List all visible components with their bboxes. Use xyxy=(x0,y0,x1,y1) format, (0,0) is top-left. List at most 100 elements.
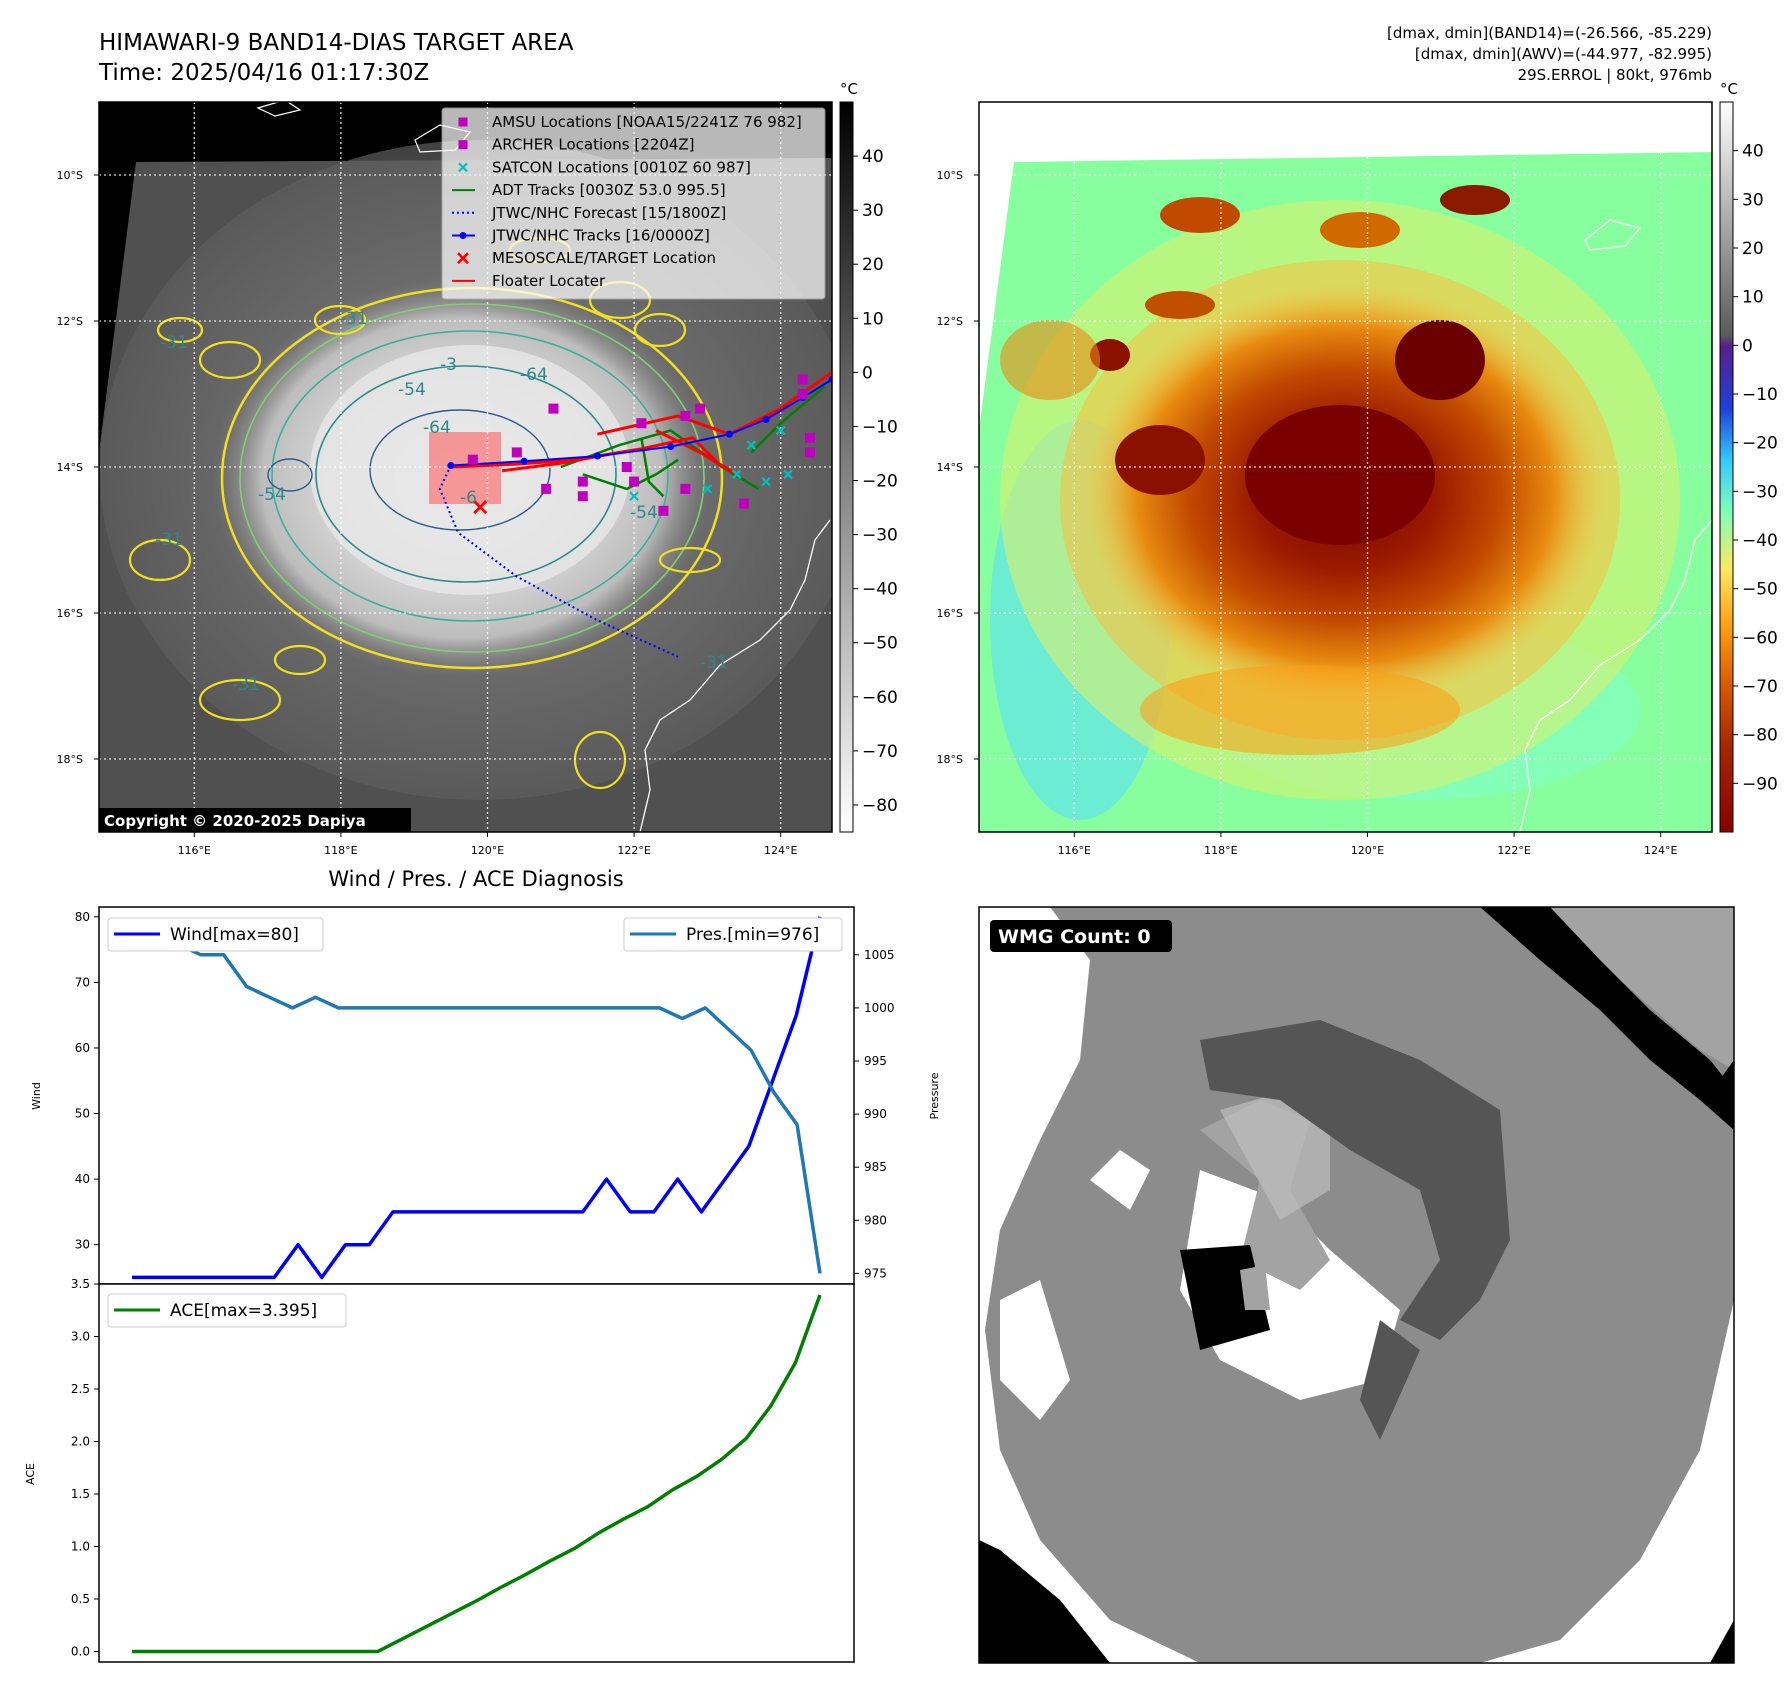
jtwc-track-point xyxy=(828,375,832,383)
colorbar-tick-label: −50 xyxy=(862,634,898,654)
wind-pressure-axes xyxy=(98,906,855,1285)
colorbar-tick-label: −90 xyxy=(1742,774,1778,794)
colorbar-tick-label: −80 xyxy=(862,796,898,816)
satcon-location-marker xyxy=(746,440,757,450)
pressure-legend: Pres.[min=976] xyxy=(623,917,843,952)
amsu-location-marker xyxy=(680,410,691,421)
wind-tick-label: 70 xyxy=(75,975,90,989)
wind-tick-label: 40 xyxy=(75,1172,90,1186)
amsu-location-marker xyxy=(805,447,816,458)
amsu-location-marker xyxy=(636,418,647,429)
lat-tick-label: 18°S xyxy=(937,753,963,766)
lon-tick-label: 124°E xyxy=(1644,844,1677,857)
ace-tick-label: 0.0 xyxy=(71,1645,90,1659)
colorbar-tick-label: −20 xyxy=(862,472,898,492)
ace-tick-label: 3.0 xyxy=(71,1330,90,1344)
figure-title: HIMAWARI-9 BAND14-DIAS TARGET AREA xyxy=(99,30,574,56)
amsu-location-marker xyxy=(695,403,706,414)
amsu-location-marker xyxy=(797,374,808,385)
jtwc-track-point xyxy=(762,416,770,424)
legend-label: Floater Locater xyxy=(492,272,606,290)
info-storm: 29S.ERROL | 80kt, 976mb xyxy=(1518,66,1712,84)
contour-label: -31 xyxy=(340,309,368,329)
ace-legend-label: ACE[max=3.395] xyxy=(170,1301,317,1321)
lat-tick-label: 10°S xyxy=(57,169,83,182)
lon-tick-label: 118°E xyxy=(1204,844,1237,857)
contour-label: -31 xyxy=(160,333,188,353)
floater-track xyxy=(655,429,738,476)
ace-tick-label: 2.5 xyxy=(71,1382,90,1396)
colorbar-tick-label: 0 xyxy=(862,363,873,383)
wind-tick-label: 30 xyxy=(75,1238,90,1252)
lat-tick-label: 16°S xyxy=(57,607,83,620)
satcon-location-marker xyxy=(775,425,786,436)
pressure-tick-label: 990 xyxy=(864,1107,887,1121)
jtwc-track-point xyxy=(667,443,675,451)
target-area-box xyxy=(429,432,501,504)
jtwc-track-point xyxy=(447,462,455,470)
adt-track xyxy=(640,437,665,498)
colorbar-tick-label: −60 xyxy=(862,688,898,708)
ace-tick-label: 2.0 xyxy=(71,1435,90,1449)
contour-label: -64 xyxy=(423,418,451,438)
legend-label: SATCON Locations [0010Z 60 987] xyxy=(492,158,751,176)
colorbar-tick-label: −70 xyxy=(862,742,898,762)
amsu-location-marker xyxy=(577,491,588,502)
legend-label: JTWC/NHC Forecast [15/1800Z] xyxy=(491,204,726,222)
lon-tick-label: 122°E xyxy=(617,844,650,857)
wind-tick-label: 60 xyxy=(75,1041,90,1055)
legend-x-marker xyxy=(457,252,469,265)
amsu-location-marker xyxy=(467,454,478,465)
map-gridlines-right xyxy=(979,102,1712,832)
contour-label: -6 xyxy=(460,488,477,508)
wind-series-line xyxy=(132,916,822,1280)
wind-tick-label: 80 xyxy=(75,910,90,924)
colorbar-tick-label: 30 xyxy=(862,201,884,221)
lon-tick-label: 116°E xyxy=(178,844,211,857)
ace-axes xyxy=(98,1283,855,1663)
pressure-tick-label: 985 xyxy=(864,1160,887,1174)
contour-label: -54 xyxy=(258,485,286,505)
info-awv: [dmax, dmin](AWV)=(-44.977, -82.995) xyxy=(1415,45,1712,63)
legend-label: ADT Tracks [0030Z 53.0 995.5] xyxy=(492,181,726,199)
colorbar-tick-label: −60 xyxy=(1742,628,1778,648)
lon-tick-label: 122°E xyxy=(1497,844,1530,857)
lon-tick-label: 120°E xyxy=(1351,844,1384,857)
wind-legend-label: Wind[max=80] xyxy=(170,925,299,945)
wind-legend: Wind[max=80] xyxy=(107,917,324,952)
colorbar-tick-label: −10 xyxy=(862,417,898,437)
awv-image xyxy=(979,102,1712,832)
colorbar-tick-label: 0 xyxy=(1742,336,1753,356)
pressure-tick-label: 995 xyxy=(864,1054,887,1068)
pressure-tick-label: 1005 xyxy=(864,948,895,962)
diagnosis-title: Wind / Pres. / ACE Diagnosis xyxy=(328,867,623,891)
wmg-image xyxy=(979,907,1734,1663)
satcon-location-marker xyxy=(761,476,771,487)
storm-tracks xyxy=(438,370,832,658)
colorbar-tick-label: −80 xyxy=(1742,726,1778,746)
contour-label: -64 xyxy=(520,365,548,385)
colorbar-unit-left: °C xyxy=(840,80,858,98)
wmg-count-label: WMG Count: 0 xyxy=(998,926,1151,948)
ace-tick-label: 1.0 xyxy=(71,1540,90,1554)
lon-tick-label: 124°E xyxy=(764,844,797,857)
jtwc-track xyxy=(450,378,832,467)
amsu-location-marker xyxy=(541,483,552,494)
map-legend: AMSU Locations [NOAA15/2241Z 76 982] ARCH… xyxy=(441,107,826,300)
amsu-location-marker xyxy=(680,483,691,494)
target-location-marker xyxy=(473,500,488,515)
contour-label: -31 xyxy=(232,675,260,695)
colorbar-tick-label: 10 xyxy=(862,309,884,329)
legend-square-marker xyxy=(458,117,468,127)
colorbar-tick-label: 10 xyxy=(1742,288,1764,308)
info-band14: [dmax, dmin](BAND14)=(-26.566, -85.229) xyxy=(1387,24,1712,42)
wind-tick-label: 50 xyxy=(75,1107,90,1121)
colorbar-tick-label: −10 xyxy=(1742,385,1778,405)
satcon-location-marker xyxy=(629,491,639,501)
amsu-location-marker xyxy=(548,403,559,414)
copyright-text: Copyright © 2020-2025 Dapiya xyxy=(104,812,366,830)
colorbar-tick-label: 40 xyxy=(1742,142,1764,162)
ace-ylabel: ACE xyxy=(24,1463,37,1485)
jtwc-forecast-track xyxy=(438,465,679,658)
